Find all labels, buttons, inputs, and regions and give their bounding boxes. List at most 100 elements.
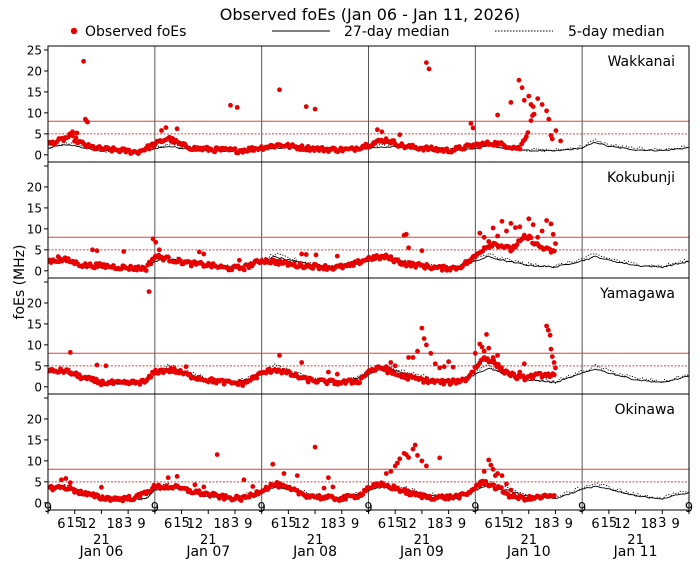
observed-point: [495, 353, 500, 358]
observed-point: [481, 234, 487, 240]
observed-point: [504, 481, 509, 487]
x-tick-label-alt: 6: [485, 517, 493, 532]
observed-point: [196, 488, 202, 494]
observed-point: [519, 85, 525, 91]
observed-point: [388, 469, 394, 474]
x-tick-label-alt: 9: [137, 517, 145, 532]
observed-point: [531, 111, 537, 117]
x-tick-label-alt: 18: [427, 517, 444, 532]
observed-point: [159, 128, 164, 133]
observed-point: [277, 87, 282, 93]
observed-point: [551, 493, 557, 498]
observed-point: [313, 252, 319, 258]
observed-point: [450, 364, 456, 370]
observed-point: [508, 100, 514, 105]
x-tick-label-alt: 18: [320, 517, 337, 532]
observed-point: [299, 251, 305, 257]
observed-point: [74, 130, 80, 136]
x-tick-label: 3: [231, 516, 239, 531]
observed-point: [516, 77, 522, 83]
observed-point: [174, 474, 180, 479]
x-tick-label-alt: 12: [400, 517, 417, 532]
y-tick-label: 10: [27, 222, 42, 236]
observed-point: [551, 360, 557, 365]
observed-point: [486, 345, 492, 351]
x-tick-label-alt: 12: [293, 517, 310, 532]
x-tick-label-alt: 9: [565, 517, 573, 532]
x-tick-label: 21: [414, 533, 431, 548]
y-tick-label: 25: [27, 44, 42, 58]
observed-point: [99, 484, 104, 490]
x-tick-label: 21: [200, 533, 217, 548]
observed-point: [546, 116, 552, 122]
x-tick-label: 3: [338, 516, 346, 531]
observed-point: [553, 365, 558, 371]
y-tick-label: 15: [27, 317, 42, 331]
observed-point: [539, 228, 545, 234]
observed-point: [326, 475, 331, 481]
observed-point: [539, 102, 545, 107]
observed-point: [94, 248, 100, 254]
y-tick-label: 10: [27, 106, 42, 120]
observed-point: [525, 130, 531, 136]
observed-point: [508, 487, 514, 493]
y-tick-label: 5: [34, 127, 42, 141]
x-tick-label: 9: [151, 501, 159, 516]
observed-point: [520, 373, 526, 379]
y-tick-label: 15: [27, 85, 42, 99]
observed-point: [148, 374, 154, 380]
observed-point: [121, 249, 127, 254]
x-tick-label: 3: [658, 516, 666, 531]
day-label: Jan 07: [185, 544, 230, 560]
observed-point: [523, 134, 529, 140]
observed-point: [183, 364, 189, 370]
x-tick-label: 15: [280, 516, 297, 531]
x-tick-label: 3: [551, 516, 559, 531]
x-tick-label-alt: 6: [271, 517, 279, 532]
observed-point: [544, 323, 549, 329]
observed-point: [360, 492, 366, 497]
observed-point: [406, 245, 411, 251]
observed-point: [419, 458, 425, 464]
observed-point: [545, 327, 551, 333]
legend-observed-label: Observed foEs: [85, 24, 186, 40]
observed-point: [521, 97, 527, 103]
observed-point: [419, 325, 425, 331]
x-tick-label-alt: 18: [106, 517, 123, 532]
observed-point: [477, 480, 483, 486]
observed-point: [254, 375, 260, 381]
observed-point: [419, 248, 425, 254]
x-tick-label-alt: 12: [614, 517, 631, 532]
observed-point: [437, 365, 443, 371]
observed-point: [528, 235, 534, 241]
observed-point: [212, 149, 218, 155]
station-name: Okinawa: [615, 402, 676, 418]
station-name: Kokubunji: [607, 170, 675, 186]
observed-point: [150, 236, 156, 242]
observed-point: [330, 484, 336, 490]
x-tick-label-alt: 6: [591, 517, 599, 532]
day-label: Jan 09: [399, 544, 444, 560]
observed-point: [424, 342, 429, 348]
observed-point: [486, 457, 492, 463]
x-tick-label: 21: [93, 533, 110, 548]
observed-point: [499, 473, 505, 478]
x-tick-label: 21: [520, 533, 537, 548]
observed-point: [146, 146, 152, 152]
y-tick-label: 15: [27, 433, 42, 447]
observed-point: [67, 350, 73, 355]
observed-point: [488, 462, 494, 468]
observed-point: [163, 125, 169, 130]
observed-point: [392, 363, 398, 369]
observed-point: [241, 267, 247, 273]
observed-point: [517, 146, 523, 152]
observed-point: [174, 126, 180, 132]
observed-point: [388, 360, 394, 365]
day-label: Jan 08: [292, 544, 337, 560]
observed-point: [490, 355, 496, 360]
observed-point: [412, 442, 418, 448]
y-tick-label: 0: [34, 496, 42, 510]
observed-point: [379, 129, 385, 135]
median-5day-line: [48, 138, 689, 153]
